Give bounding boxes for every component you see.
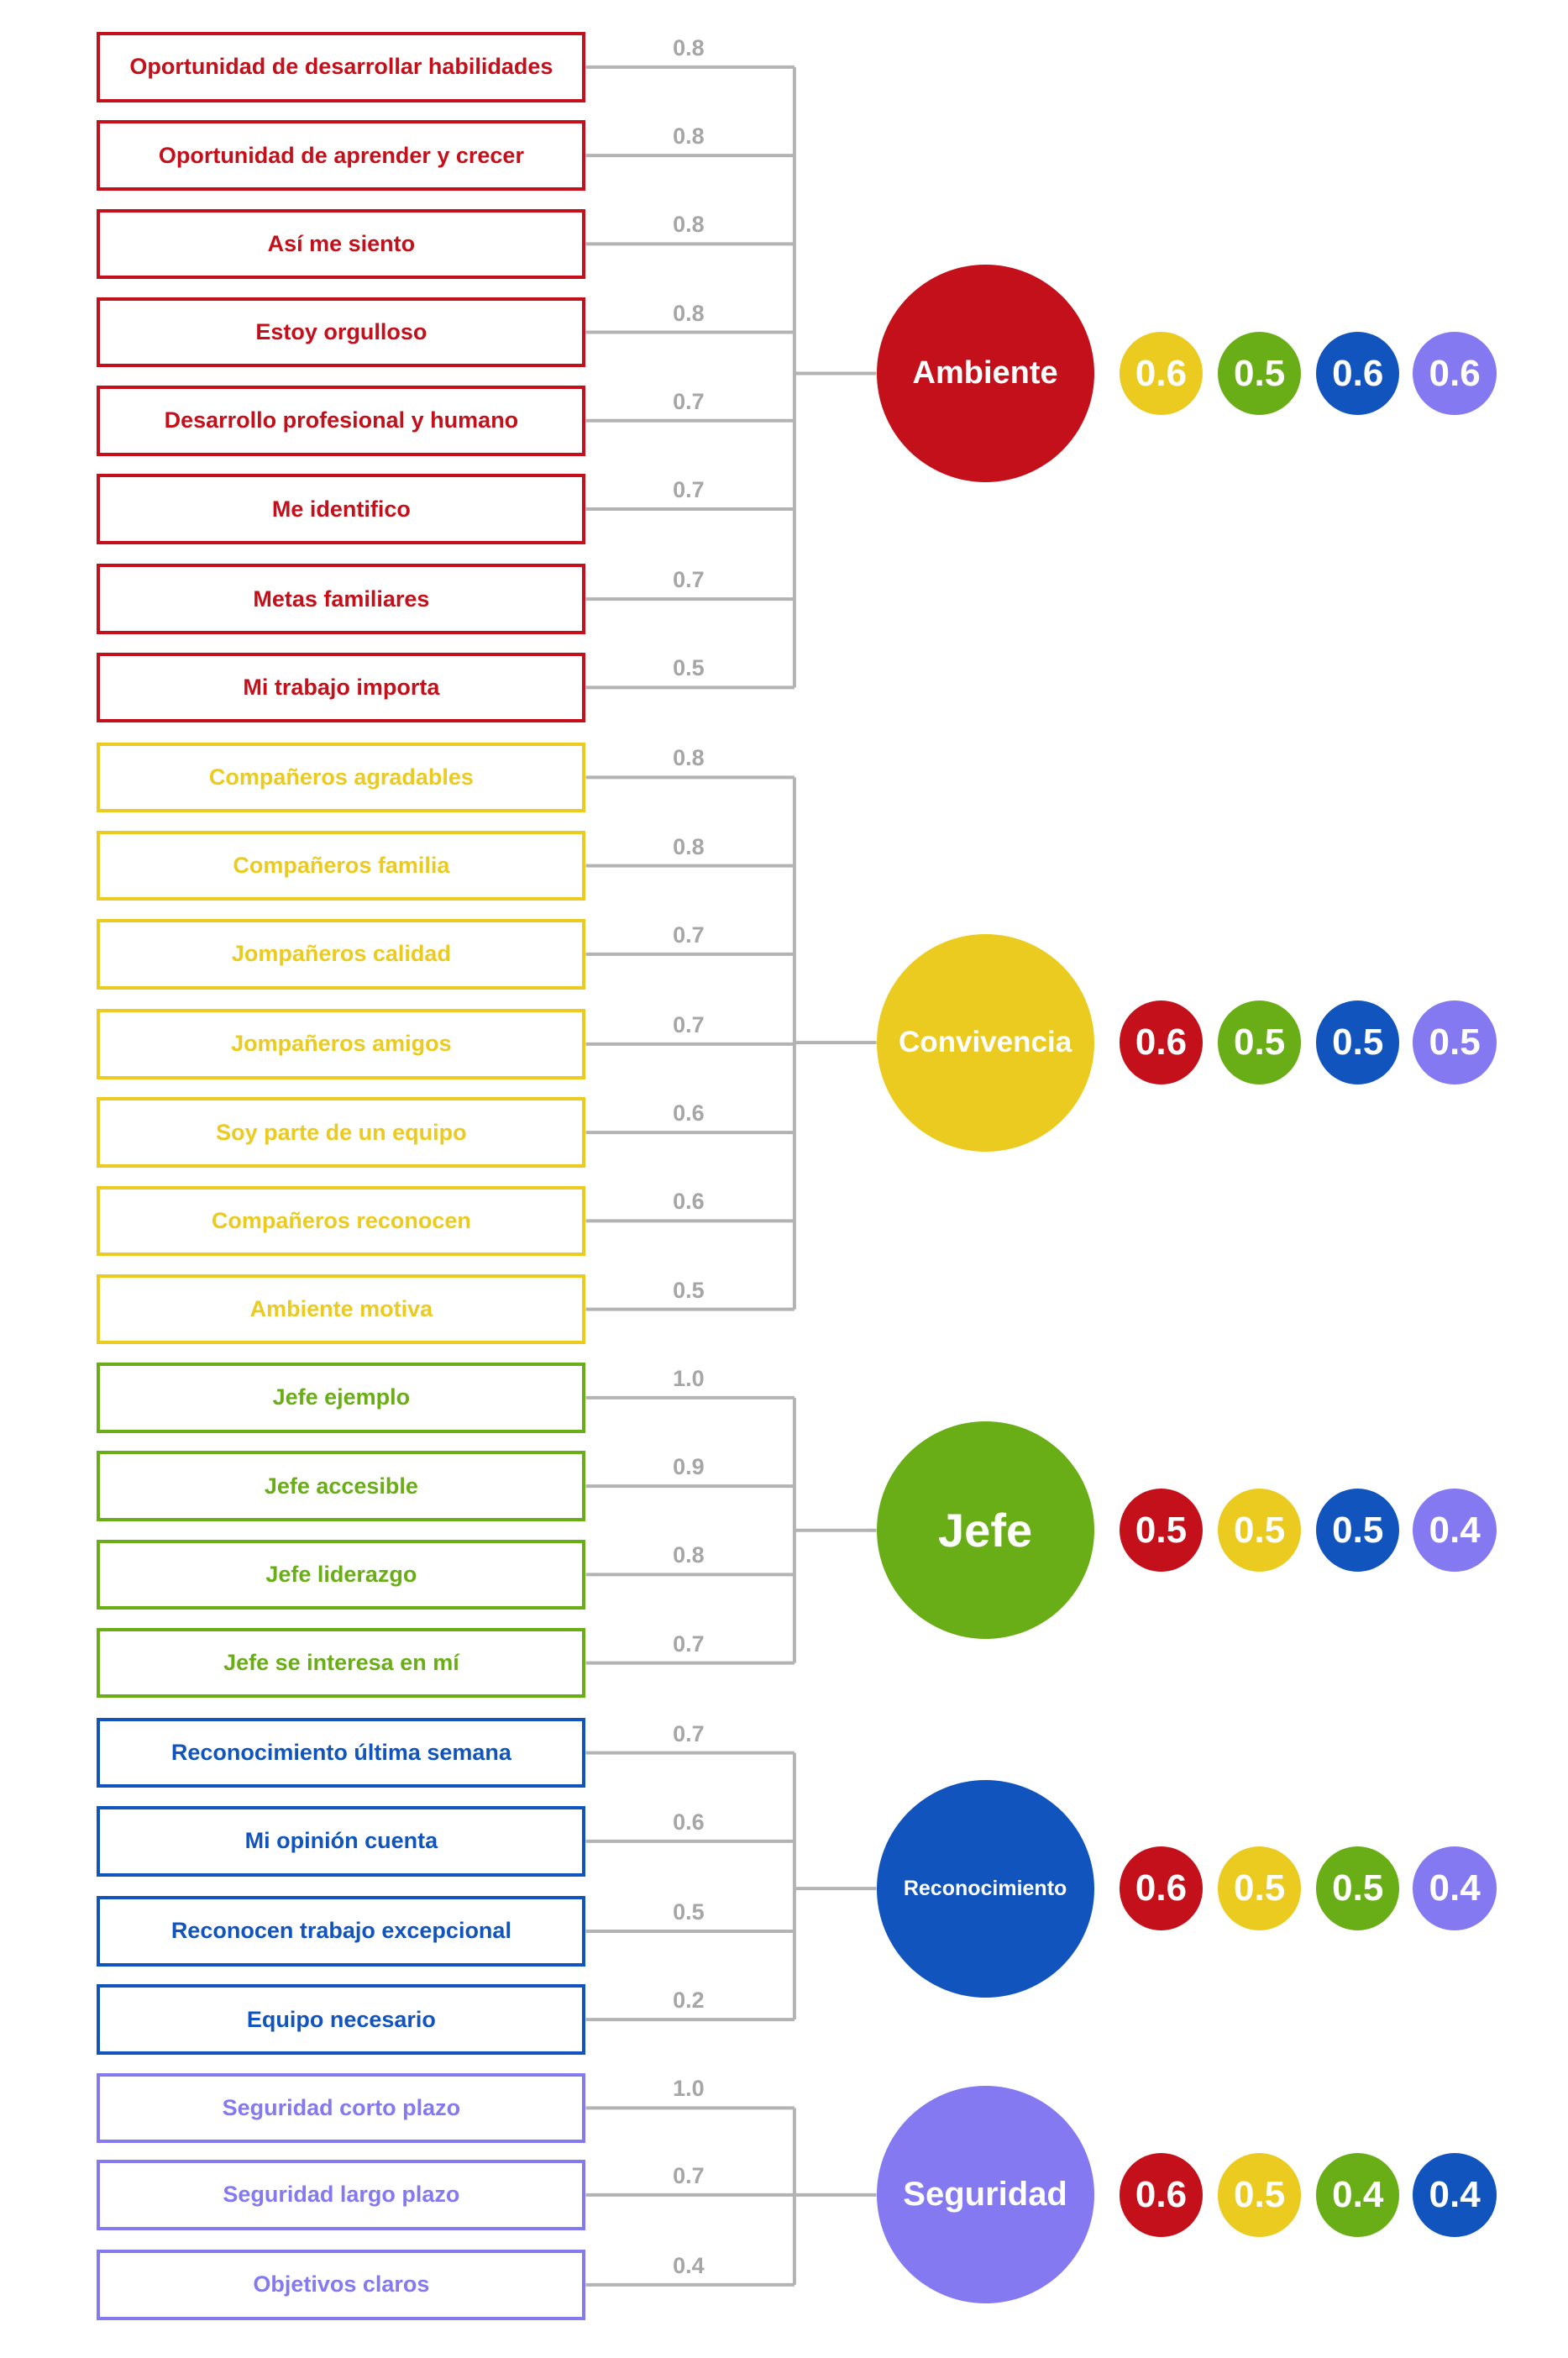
score-circle: 0.4 [1413, 2153, 1497, 2237]
score-circle: 0.5 [1217, 331, 1302, 416]
score-circle: 0.5 [1413, 1000, 1497, 1084]
item-box: Reconocimiento última semana [97, 1717, 586, 1788]
item-box: Ambiente motiva [97, 1274, 586, 1345]
weight-label: 0.7 [673, 1631, 705, 1657]
weight-label: 0.6 [673, 1809, 705, 1835]
item-box: Seguridad corto plazo [97, 2072, 586, 2144]
score-circle: 0.5 [1316, 1489, 1400, 1573]
score-circle: 0.6 [1119, 2153, 1204, 2237]
item-box: Mi trabajo importa [97, 652, 586, 723]
score-circle: 0.6 [1413, 331, 1497, 416]
score-circle: 0.4 [1316, 2153, 1400, 2237]
weight-label: 0.6 [673, 1100, 705, 1126]
item-box: Compañeros familia [97, 830, 586, 901]
item-box: Compañeros agradables [97, 742, 586, 813]
score-circle: 0.4 [1413, 1489, 1497, 1573]
item-box: Oportunidad de aprender y crecer [97, 120, 586, 191]
hub-seguridad: Seguridad [876, 2086, 1094, 2304]
weight-label: 0.8 [673, 123, 705, 150]
score-circle: 0.5 [1217, 2153, 1302, 2237]
weight-label: 0.7 [673, 567, 705, 593]
item-box: Objetivos claros [97, 2250, 586, 2320]
score-circle: 0.5 [1217, 1000, 1302, 1084]
score-circle: 0.5 [1217, 1846, 1302, 1930]
hub-convivencia: Convivencia [876, 933, 1094, 1152]
item-box: Jefe liderazgo [97, 1539, 586, 1610]
weight-label: 0.5 [673, 1898, 705, 1925]
weight-label: 0.5 [673, 1277, 705, 1303]
item-box: Oportunidad de desarrollar habilidades [97, 32, 586, 102]
hub-jefe: Jefe [876, 1421, 1094, 1640]
score-circle: 0.6 [1119, 1000, 1204, 1084]
item-box: Reconocen trabajo excepcional [97, 1896, 586, 1967]
score-circle: 0.6 [1316, 331, 1400, 416]
weight-label: 0.2 [673, 1988, 705, 2014]
item-box: Me identifico [97, 474, 586, 544]
item-box: Metas familiares [97, 564, 586, 634]
hub-ambiente: Ambiente [876, 264, 1094, 483]
weight-label: 0.7 [673, 2162, 705, 2188]
weight-label: 0.6 [673, 1189, 705, 1215]
item-box: Equipo necesario [97, 1984, 586, 2055]
item-box: Compañeros reconocen [97, 1185, 586, 1257]
weight-label: 0.7 [673, 477, 705, 503]
score-circle: 0.6 [1119, 1846, 1204, 1930]
score-circle: 0.5 [1119, 1489, 1204, 1573]
item-box: Así me siento [97, 208, 586, 280]
item-box: Mi opinión cuenta [97, 1806, 586, 1877]
item-box: Seguridad largo plazo [97, 2160, 586, 2230]
hub-reconocimiento: Reconocimiento [876, 1779, 1094, 1998]
score-circle: 0.5 [1217, 1489, 1302, 1573]
weight-label: 0.8 [673, 300, 705, 326]
item-box: Jefe se interesa en mí [97, 1627, 586, 1699]
weight-label: 0.4 [673, 2252, 705, 2278]
item-box: Estoy orgulloso [97, 297, 586, 368]
item-box: Jefe accesible [97, 1451, 586, 1521]
score-circle: 0.6 [1119, 331, 1204, 416]
item-box: Jefe ejemplo [97, 1363, 586, 1433]
weight-label: 0.8 [673, 212, 705, 238]
weight-label: 0.8 [673, 833, 705, 859]
weight-label: 0.7 [673, 922, 705, 948]
weight-label: 1.0 [673, 1365, 705, 1391]
item-box: Soy parte de un equipo [97, 1097, 586, 1168]
score-circle: 0.5 [1316, 1000, 1400, 1084]
weight-label: 1.0 [673, 2076, 705, 2102]
score-circle: 0.5 [1316, 1846, 1400, 1930]
weight-label: 0.8 [673, 745, 705, 771]
weight-label: 0.5 [673, 655, 705, 681]
item-box: Jompañeros calidad [97, 919, 586, 990]
weight-label: 0.7 [673, 1011, 705, 1037]
weight-label: 0.7 [673, 388, 705, 414]
item-box: Desarrollo profesional y humano [97, 386, 586, 456]
weight-label: 0.9 [673, 1454, 705, 1480]
weight-label: 0.8 [673, 34, 705, 60]
item-box: Jompañeros amigos [97, 1009, 586, 1079]
weight-label: 0.7 [673, 1720, 705, 1746]
score-circle: 0.4 [1413, 1846, 1497, 1930]
weight-label: 0.8 [673, 1542, 705, 1568]
